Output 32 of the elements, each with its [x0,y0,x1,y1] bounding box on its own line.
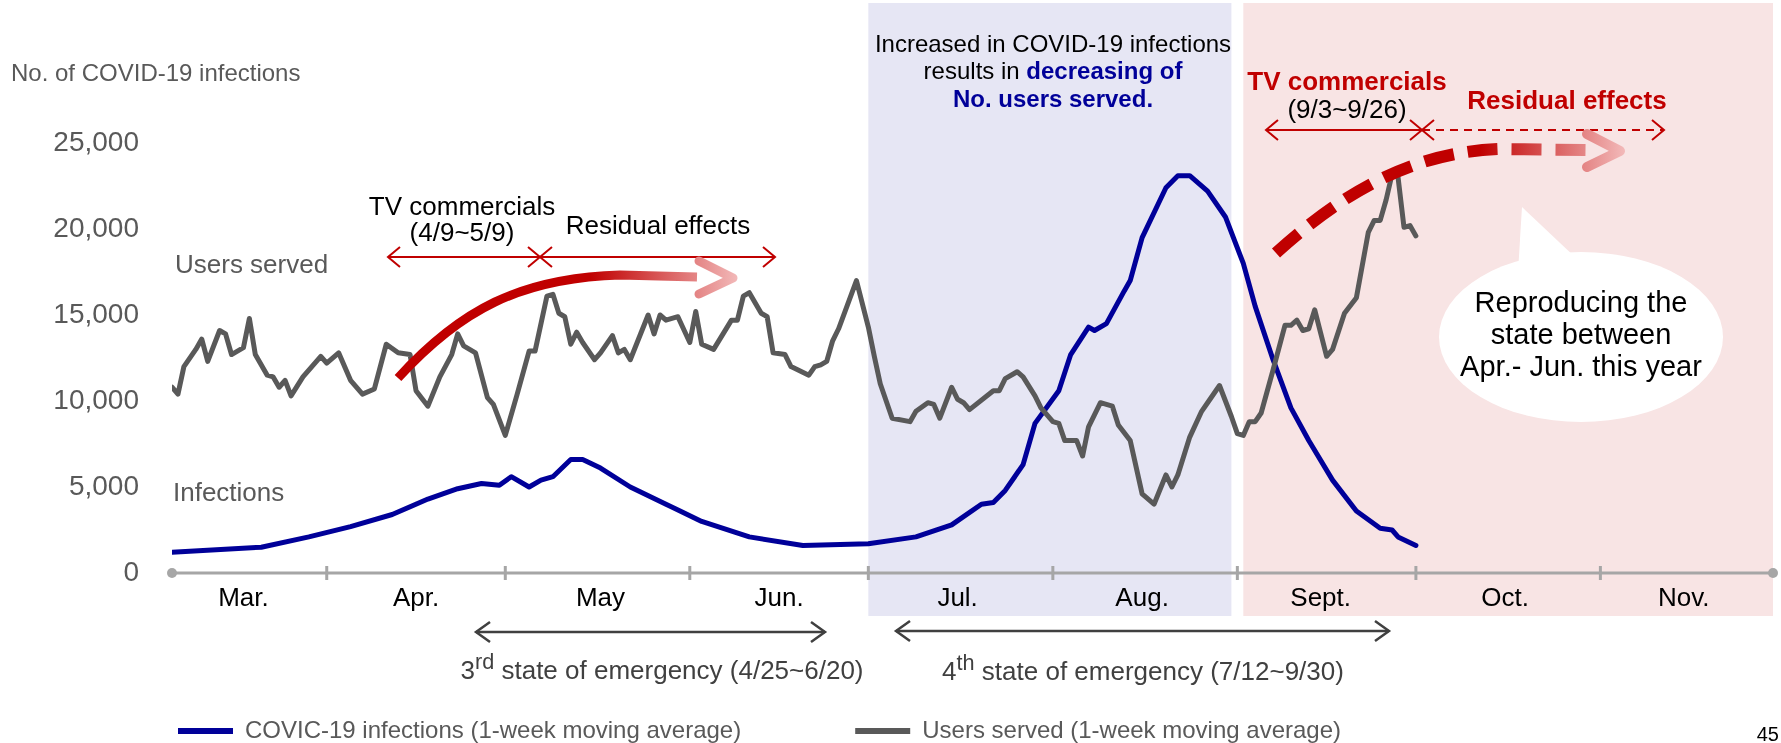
text: Increased in COVID-19 infections [874,30,1232,58]
y-tick-label: 10,000 [53,383,139,415]
legend-label: COVIC-19 infections (1-week moving average) [245,715,742,743]
y-tick-label: 5,000 [68,469,139,501]
text: TV commercials [1247,66,1447,97]
y-tick-label: 0 [123,555,139,587]
annotation: Users served [175,249,329,280]
text: 45 [1756,722,1779,743]
x-tick-label: Aug. [1115,581,1169,612]
x-tick-label: Jun. [754,581,804,612]
x-tick-label: Jul. [937,581,978,612]
y-axis-title: No. of COVID-19 infections [11,59,301,87]
text: Residual effects [1467,85,1667,116]
y-tick-label: 20,000 [53,211,139,243]
x-tick-label: Oct. [1481,581,1530,612]
x-tick-label: Apr. [392,581,440,612]
text: No. users served. [952,85,1154,112]
legend-label: Users served (1-week moving average) [922,715,1342,743]
annotation: Residual effects [565,210,751,241]
text: 3$^{rd}$ state of emergency (4/25~6/20) [460,649,864,686]
text: (9/3~9/26) [1287,94,1407,125]
text: results in [923,57,1020,85]
y-tick-label: 25,000 [53,125,139,157]
x-tick-label: Nov. [1657,581,1710,612]
x-tick-label: Mar. [218,581,269,612]
y-tick-label: 15,000 [53,297,139,329]
text: decreasing of [1026,57,1183,85]
x-tick-label: Sept. [1290,581,1352,612]
annotation: Reproducing the state between Apr.- Jun. this year [1459,286,1703,382]
x-tick-label: May [575,581,626,612]
text: 4$^{th}$ state of emergency (7/12~9/30) [942,650,1344,687]
annotation: Infections [173,477,285,508]
